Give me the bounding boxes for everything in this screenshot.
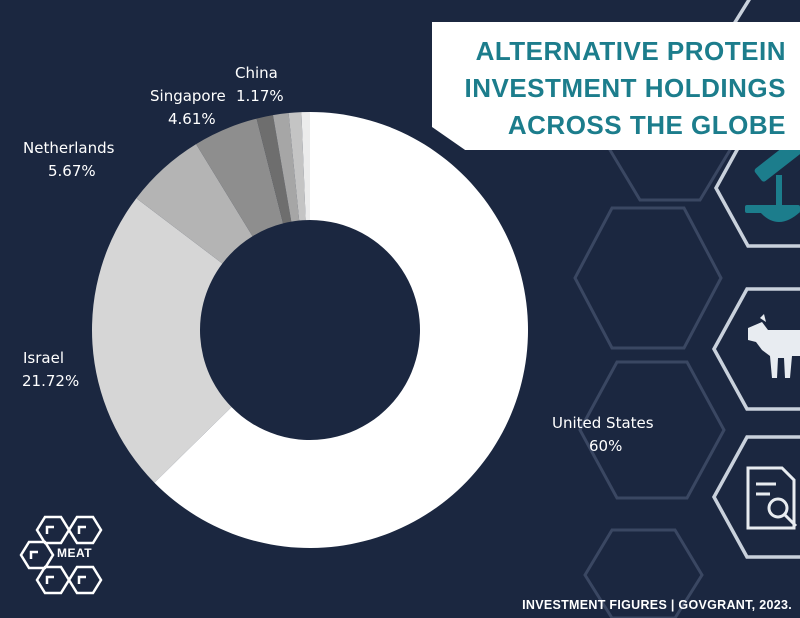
- donut-slice-other-5: [272, 113, 300, 222]
- slice-label-netherlands: Netherlands: [23, 139, 115, 157]
- chart-title-line-3: ACROSS THE GLOBE: [507, 110, 786, 140]
- slice-value-netherlands: 5.67%: [48, 162, 96, 180]
- donut-slice-united-states: [154, 112, 529, 549]
- slice-label-israel: Israel: [23, 349, 64, 367]
- slice-value-united-states: 60%: [589, 437, 623, 455]
- slice-value-singapore: 4.61%: [168, 110, 216, 128]
- meat-logo-icon: [19, 515, 103, 595]
- donut-slice-singapore: [196, 118, 284, 237]
- donut-slice-netherlands: [136, 144, 253, 264]
- title-banner: ALTERNATIVE PROTEIN INVESTMENT HOLDINGS …: [432, 22, 800, 150]
- donut-slice-other-7: [301, 112, 310, 221]
- cow-icon: [748, 314, 800, 378]
- slice-value-china: 1.17%: [236, 87, 284, 105]
- donut-slice-other-6: [288, 112, 306, 221]
- chart-title-line-1: ALTERNATIVE PROTEIN: [475, 36, 786, 66]
- source-note: INVESTMENT FIGURES | GOVGRANT, 2023.: [522, 598, 792, 612]
- slice-value-israel: 21.72%: [22, 372, 80, 390]
- slice-label-singapore: Singapore: [150, 87, 226, 105]
- document-search-icon: [746, 466, 798, 530]
- chart-title-line-2: INVESTMENT HOLDINGS: [464, 73, 786, 103]
- logo-wordmark: MEAT: [57, 546, 93, 560]
- slice-label-china: China: [235, 64, 278, 82]
- donut-slice-china: [256, 115, 292, 224]
- slice-label-united-states: United States: [552, 414, 654, 432]
- donut-chart: [91, 112, 529, 549]
- hexagon-grid-decoration: [573, 98, 732, 618]
- donut-slice-israel: [91, 198, 232, 483]
